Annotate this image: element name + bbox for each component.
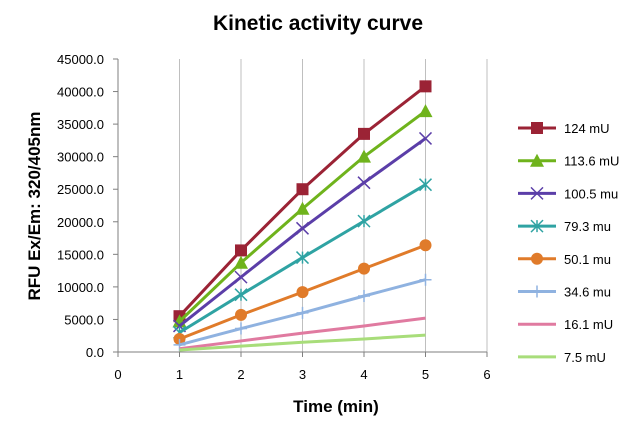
- x-tick-label: 5: [422, 367, 429, 382]
- legend: 124 mU 113.6 mU 100.5 mu 79.3 mu 50.1 mu 34.6…: [518, 121, 619, 365]
- series-layer: [172, 80, 433, 352]
- data-point: [418, 104, 433, 118]
- data-point: [296, 183, 309, 196]
- legend-label: 34.6 mu: [564, 285, 611, 300]
- y-tick-label: 45000.0: [57, 52, 104, 67]
- axis-layer: 0 1 2 3 4 5 6 0.0 5000.0 10000.0 15000.0 20000.0 250…: [57, 52, 491, 382]
- legend-label: 113.6 mU: [564, 154, 619, 169]
- legend-swatch-marker: [531, 252, 543, 265]
- y-tick-label: 10000.0: [57, 280, 104, 295]
- data-point: [234, 255, 248, 269]
- data-point: [418, 131, 433, 145]
- y-tick-label: 0.0: [86, 345, 104, 360]
- data-point: [358, 127, 370, 140]
- data-point: [296, 286, 309, 299]
- legend-item: 100.5 mu: [518, 186, 618, 201]
- data-point: [235, 308, 247, 321]
- data-point: [419, 273, 432, 286]
- data-point: [357, 214, 371, 228]
- y-tick-label: 30000.0: [57, 150, 104, 165]
- x-tick-label: 6: [483, 367, 490, 382]
- legend-swatch-marker: [531, 285, 543, 298]
- series-line: [179, 333, 426, 352]
- legend-label: 16.1 mU: [564, 317, 613, 332]
- legend-item: 124 mU: [518, 121, 610, 136]
- x-tick-label: 0: [114, 367, 121, 382]
- legend-label: 124 mU: [564, 121, 610, 136]
- legend-swatch-marker: [530, 153, 544, 167]
- series-group: [179, 316, 426, 351]
- data-point: [295, 201, 310, 215]
- x-tick-label: 4: [360, 367, 367, 382]
- y-tick-label: 25000.0: [57, 182, 104, 197]
- data-point: [234, 270, 248, 284]
- data-point: [358, 290, 370, 303]
- series-group: [179, 333, 426, 352]
- x-tick-label: 3: [299, 367, 306, 382]
- legend-item: 7.5 mU: [518, 350, 606, 365]
- series-group: [173, 273, 432, 351]
- legend-swatch-marker: [531, 122, 543, 134]
- data-point: [295, 251, 310, 265]
- data-point: [358, 262, 370, 275]
- y-tick-label: 5000.0: [64, 312, 104, 327]
- data-point: [419, 239, 432, 252]
- data-point: [235, 244, 247, 257]
- legend-item: 79.3 mu: [518, 219, 611, 234]
- legend-label: 7.5 mU: [564, 350, 606, 365]
- legend-label: 100.5 mu: [564, 186, 618, 201]
- data-point: [234, 288, 248, 302]
- legend-label: 79.3 mu: [564, 219, 611, 234]
- x-tick-label: 2: [237, 367, 244, 382]
- y-tick-label: 20000.0: [57, 215, 104, 230]
- data-point: [296, 306, 309, 319]
- data-point: [357, 149, 371, 163]
- legend-item: 50.1 mu: [518, 252, 611, 267]
- y-tick-label: 15000.0: [57, 247, 104, 262]
- legend-item: 34.6 mu: [518, 285, 611, 300]
- legend-item: 16.1 mU: [518, 317, 613, 332]
- y-axis-label: RFU Ex/Em: 320/405nm: [25, 112, 44, 301]
- data-point: [419, 80, 432, 93]
- data-point: [418, 178, 433, 192]
- x-tick-label: 1: [176, 367, 183, 382]
- series-group: [173, 80, 432, 323]
- series-group: [172, 104, 433, 328]
- y-tick-label: 35000.0: [57, 117, 104, 132]
- chart-title: Kinetic activity curve: [213, 12, 423, 35]
- legend-swatch-marker: [530, 219, 544, 233]
- legend-item: 113.6 mU: [518, 153, 619, 169]
- x-axis-label: Time (min): [293, 397, 379, 416]
- legend-swatch-marker: [530, 186, 544, 200]
- data-point: [235, 322, 247, 335]
- legend-label: 50.1 mu: [564, 252, 611, 267]
- data-point: [357, 176, 371, 190]
- y-tick-label: 40000.0: [57, 85, 104, 100]
- data-point: [295, 221, 310, 235]
- series-line: [179, 316, 426, 351]
